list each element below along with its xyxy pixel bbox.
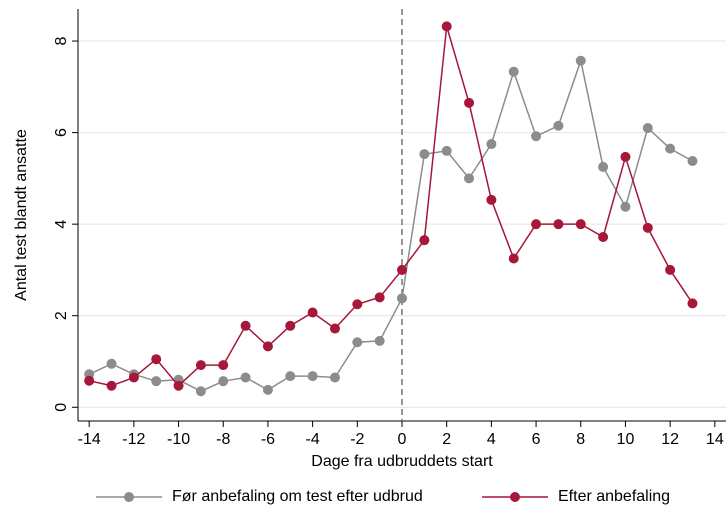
- point: [419, 235, 430, 246]
- point: [173, 380, 184, 391]
- point: [575, 219, 586, 230]
- point: [441, 21, 452, 32]
- point: [374, 292, 385, 303]
- point: [397, 264, 407, 275]
- y-tick-label: 6: [53, 128, 70, 137]
- point: [598, 231, 609, 242]
- legend-label: Før anbefaling om test efter udbrud: [172, 488, 423, 505]
- point: [508, 66, 519, 77]
- point: [151, 376, 162, 387]
- point: [464, 173, 475, 184]
- x-tick-label: -10: [167, 431, 190, 448]
- x-tick-label: 10: [617, 431, 635, 448]
- point: [486, 139, 497, 150]
- point: [195, 386, 206, 397]
- point: [329, 372, 340, 383]
- legend-marker: [124, 492, 134, 502]
- point: [84, 375, 95, 386]
- point: [486, 194, 497, 205]
- point: [553, 120, 564, 131]
- x-tick-label: -14: [78, 431, 101, 448]
- point: [285, 320, 296, 331]
- y-tick-label: 0: [53, 403, 70, 412]
- point: [665, 143, 676, 154]
- x-tick-label: 8: [576, 431, 585, 448]
- point: [464, 97, 475, 108]
- point: [262, 341, 273, 352]
- series-line: [88, 57, 693, 393]
- point: [151, 354, 162, 365]
- x-tick-label: 4: [487, 431, 496, 448]
- point: [575, 55, 586, 66]
- point: [352, 337, 363, 348]
- point: [195, 360, 206, 371]
- legend-label: Efter anbefaling: [558, 488, 670, 505]
- point: [687, 298, 698, 309]
- point: [352, 299, 363, 310]
- point: [419, 149, 430, 160]
- y-tick-label: 2: [53, 311, 70, 320]
- point: [374, 335, 385, 346]
- point: [240, 372, 251, 383]
- point: [598, 161, 609, 172]
- point: [329, 323, 340, 334]
- point: [642, 222, 653, 233]
- point: [285, 371, 296, 382]
- point: [531, 131, 542, 142]
- point: [262, 384, 273, 395]
- x-tick-label: -4: [306, 431, 320, 448]
- point: [665, 264, 676, 275]
- series-line: [89, 26, 694, 387]
- x-tick-label: 0: [398, 431, 407, 448]
- x-tick-label: -2: [350, 431, 364, 448]
- x-tick-label: 14: [706, 431, 724, 448]
- y-axis-label: Antal test blandt ansatte: [13, 129, 30, 301]
- point: [508, 253, 519, 264]
- point: [620, 151, 631, 162]
- point: [106, 358, 117, 369]
- x-tick-label: -6: [261, 431, 275, 448]
- point: [106, 380, 117, 391]
- point: [397, 293, 407, 304]
- x-tick-label: -12: [122, 431, 145, 448]
- x-tick-label: 12: [661, 431, 679, 448]
- y-tick-label: 8: [53, 36, 70, 45]
- point: [642, 123, 653, 134]
- point: [307, 307, 318, 318]
- y-tick-label: 4: [53, 220, 70, 229]
- x-axis-label: Dage fra udbruddets start: [311, 453, 493, 470]
- point: [240, 320, 251, 331]
- point: [687, 155, 698, 166]
- point: [218, 376, 229, 387]
- point: [307, 371, 318, 382]
- point: [531, 219, 542, 230]
- x-tick-label: -8: [216, 431, 230, 448]
- x-tick-label: 2: [442, 431, 451, 448]
- x-tick-label: 6: [532, 431, 541, 448]
- point: [441, 145, 452, 156]
- point: [218, 360, 229, 371]
- point: [553, 219, 564, 230]
- point: [620, 201, 631, 212]
- point: [128, 372, 139, 383]
- legend-marker: [510, 492, 520, 502]
